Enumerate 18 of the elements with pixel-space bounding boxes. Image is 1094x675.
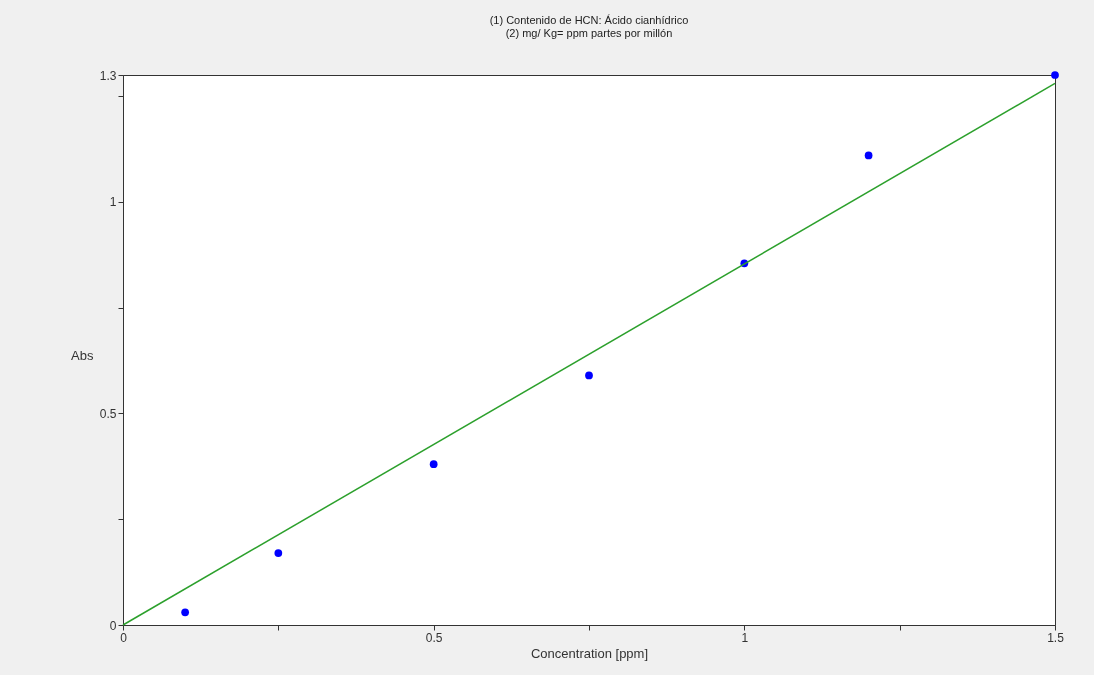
text: (1) Contenido de HCN: Ácido cianhídrico xyxy=(489,14,689,26)
point xyxy=(1051,71,1059,79)
point xyxy=(864,151,873,160)
point xyxy=(274,549,283,557)
x-tick-label: 0.5 xyxy=(425,630,443,645)
point xyxy=(585,371,593,380)
point xyxy=(429,460,438,469)
x-tick-label: 0 xyxy=(120,630,128,645)
y-tick-label: 0 xyxy=(109,618,117,633)
x-tick-label: 1.5 xyxy=(1047,630,1065,645)
y-tick-label: 1 xyxy=(109,195,117,210)
text: (2) mg/ Kg= ppm partes por millón xyxy=(505,27,673,39)
point xyxy=(181,608,190,617)
y-tick-label: 1.3 xyxy=(99,68,117,83)
y-axis-title: Abs xyxy=(71,347,94,363)
y-tick-label: 0.5 xyxy=(99,406,117,421)
x-tick-label: 1 xyxy=(741,630,749,645)
x-axis-title: Concentration [ppm] xyxy=(530,645,649,661)
